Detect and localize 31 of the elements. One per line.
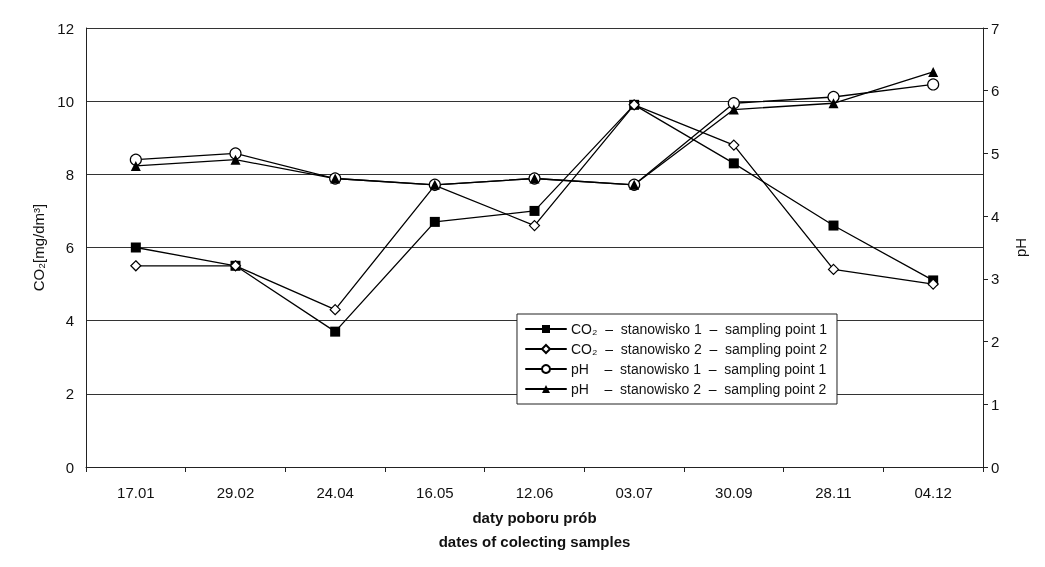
x-tick-label: 04.12	[914, 484, 952, 501]
x-tick-label: 28.11	[815, 484, 852, 501]
x-tick-label: 12.06	[515, 484, 554, 501]
legend-label: pH – stanowisko 2 – sampling point 2	[570, 381, 827, 397]
legend-label: CO₂ – stanowisko 1 – sampling point 1	[570, 321, 828, 337]
x-tick-label: 24.04	[316, 484, 354, 501]
y2-tick-label: 6	[991, 82, 1000, 100]
y2-tick-label: 5	[991, 144, 1000, 162]
y2-tick-label: 1	[991, 395, 1000, 413]
y-axis-title: CO₂[mg/dm³]	[30, 203, 48, 292]
y-tick-label: 0	[65, 458, 74, 476]
x-axis-title: daty poboru prób dates of colecting samples	[438, 508, 631, 550]
y-tick-label: 4	[65, 312, 74, 330]
y-tick-label: 8	[65, 165, 74, 183]
x-tick-label: 17.01	[117, 484, 155, 501]
y-tick-label: 10	[57, 92, 74, 110]
y2-tick-label: 3	[991, 270, 1000, 288]
y-tick-label: 12	[57, 19, 74, 37]
y-tick-label: 6	[65, 239, 74, 256]
legend-label: pH – stanowisko 1 – sampling point 1	[570, 361, 827, 377]
x-tick-label: 29.02	[216, 484, 255, 501]
y2-tick-label: 4	[991, 207, 1000, 225]
y-tick-label: 2	[65, 385, 74, 403]
legend-label: CO₂ – stanowisko 2 – sampling point 2	[570, 341, 828, 357]
y2-axis-title: pH	[1012, 237, 1029, 258]
y2-tick-label: 2	[991, 333, 1000, 351]
y2-tick-label: 0	[991, 458, 1000, 476]
x-tick-label: 16.05	[416, 484, 454, 501]
x-tick-label: 30.09	[715, 484, 753, 501]
y2-tick-label: 7	[991, 19, 1000, 37]
x-tick-label: 03.07	[615, 484, 653, 501]
